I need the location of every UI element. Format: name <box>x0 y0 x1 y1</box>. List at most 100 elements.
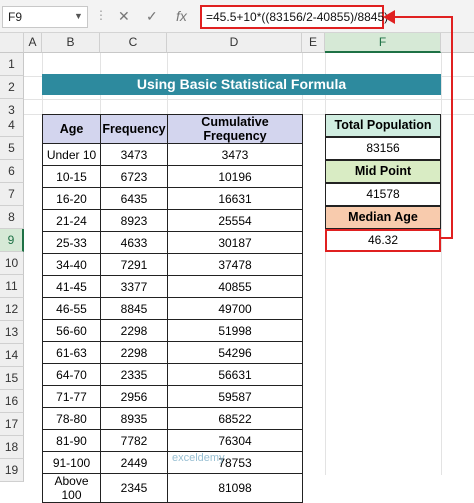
age-cell[interactable]: Above 100 <box>42 473 101 503</box>
chevron-down-icon[interactable]: ▼ <box>74 11 83 21</box>
cumulative-cell[interactable]: 37478 <box>167 253 303 276</box>
cumulative-cell[interactable]: 40855 <box>167 275 303 298</box>
column-header-d[interactable]: D <box>167 33 302 53</box>
table-row: 56-60 2298 51998 <box>42 319 303 342</box>
age-cell[interactable]: 78-80 <box>42 407 101 430</box>
cumulative-cell[interactable]: 76304 <box>167 429 303 452</box>
cumulative-cell[interactable]: 56631 <box>167 363 303 386</box>
total-population-value[interactable]: 83156 <box>325 137 441 160</box>
frequency-cell[interactable]: 2345 <box>100 473 168 503</box>
row-header-13[interactable]: 13 <box>0 321 24 344</box>
cumulative-cell[interactable]: 10196 <box>167 165 303 188</box>
table-row: 46-55 8845 49700 <box>42 297 303 320</box>
median-age-value[interactable]: 46.32 <box>325 229 441 252</box>
mid-point-value[interactable]: 41578 <box>325 183 441 206</box>
frequency-cell[interactable]: 8845 <box>100 297 168 320</box>
header-frequency[interactable]: Frequency <box>100 114 168 144</box>
frequency-cell[interactable]: 7291 <box>100 253 168 276</box>
frequency-cell[interactable]: 2298 <box>100 341 168 364</box>
row-header-8[interactable]: 8 <box>0 206 24 229</box>
age-cell[interactable]: 25-33 <box>42 231 101 254</box>
cumulative-cell[interactable]: 59587 <box>167 385 303 408</box>
age-cell[interactable]: 71-77 <box>42 385 101 408</box>
table-row: 64-70 2335 56631 <box>42 363 303 386</box>
cumulative-cell[interactable]: 68522 <box>167 407 303 430</box>
enter-icon[interactable]: ✓ <box>146 8 158 24</box>
median-age-label[interactable]: Median Age <box>325 206 441 229</box>
frequency-cell[interactable]: 6723 <box>100 165 168 188</box>
mid-point-label[interactable]: Mid Point <box>325 160 441 183</box>
row-header-19[interactable]: 19 <box>0 459 24 482</box>
frequency-cell[interactable]: 4633 <box>100 231 168 254</box>
age-cell[interactable]: Under 10 <box>42 143 101 166</box>
age-cell[interactable]: 56-60 <box>42 319 101 342</box>
cumulative-cell[interactable]: 30187 <box>167 231 303 254</box>
cumulative-cell[interactable]: 25554 <box>167 209 303 232</box>
column-header-a[interactable]: A <box>24 33 42 53</box>
row-header-17[interactable]: 17 <box>0 413 24 436</box>
age-cell[interactable]: 61-63 <box>42 341 101 364</box>
sheet-title[interactable]: Using Basic Statistical Formula <box>42 74 441 95</box>
row-header-14[interactable]: 14 <box>0 344 24 367</box>
age-cell[interactable]: 34-40 <box>42 253 101 276</box>
cumulative-cell[interactable]: 51998 <box>167 319 303 342</box>
row-header-5[interactable]: 5 <box>0 137 24 160</box>
frequency-cell[interactable]: 2956 <box>100 385 168 408</box>
column-header-c[interactable]: C <box>100 33 167 53</box>
frequency-cell[interactable]: 8923 <box>100 209 168 232</box>
age-cell[interactable]: 10-15 <box>42 165 101 188</box>
arrow-head-icon <box>383 10 395 24</box>
frequency-cell[interactable]: 7782 <box>100 429 168 452</box>
frequency-cell[interactable]: 2449 <box>100 451 168 474</box>
row-header-6[interactable]: 6 <box>0 160 24 183</box>
age-cell[interactable]: 91-100 <box>42 451 101 474</box>
header-age[interactable]: Age <box>42 114 101 144</box>
row-header-10[interactable]: 10 <box>0 252 24 275</box>
frequency-cell[interactable]: 2298 <box>100 319 168 342</box>
cumulative-cell[interactable]: 81098 <box>167 473 303 503</box>
column-header-blank <box>441 33 474 53</box>
age-cell[interactable]: 41-45 <box>42 275 101 298</box>
cumulative-cell[interactable]: 16631 <box>167 187 303 210</box>
age-cell[interactable]: 16-20 <box>42 187 101 210</box>
table-row: 71-77 2956 59587 <box>42 385 303 408</box>
column-header-e[interactable]: E <box>302 33 325 53</box>
row-header-4[interactable]: 4 <box>0 114 24 137</box>
header-cumulative-frequency[interactable]: Cumulative Frequency <box>167 114 303 144</box>
arrow-connector-bottom <box>441 237 453 239</box>
table-row: 91-100 2449 78753 <box>42 451 303 474</box>
row-header-11[interactable]: 11 <box>0 275 24 298</box>
arrow-connector-top <box>390 16 453 18</box>
row-header-12[interactable]: 12 <box>0 298 24 321</box>
formula-input[interactable]: =45.5+10*((83156/2-40855)/8845) <box>200 5 388 29</box>
age-cell[interactable]: 21-24 <box>42 209 101 232</box>
age-frequency-table: Age Frequency Cumulative Frequency Under… <box>42 114 303 503</box>
cumulative-cell[interactable]: 54296 <box>167 341 303 364</box>
cancel-icon[interactable]: ✕ <box>118 8 130 24</box>
row-header-7[interactable]: 7 <box>0 183 24 206</box>
select-all-corner[interactable] <box>0 33 24 53</box>
table-row: 25-33 4633 30187 <box>42 231 303 254</box>
cumulative-cell[interactable]: 49700 <box>167 297 303 320</box>
row-header-2[interactable]: 2 <box>0 76 24 99</box>
column-header-f[interactable]: F <box>325 33 441 53</box>
total-population-label[interactable]: Total Population <box>325 114 441 137</box>
frequency-cell[interactable]: 6435 <box>100 187 168 210</box>
cumulative-cell[interactable]: 3473 <box>167 143 303 166</box>
frequency-cell[interactable]: 8935 <box>100 407 168 430</box>
frequency-cell[interactable]: 3473 <box>100 143 168 166</box>
age-cell[interactable]: 46-55 <box>42 297 101 320</box>
row-header-9[interactable]: 9 <box>0 229 24 252</box>
row-header-15[interactable]: 15 <box>0 367 24 390</box>
column-header-b[interactable]: B <box>42 33 100 53</box>
age-cell[interactable]: 81-90 <box>42 429 101 452</box>
row-header-18[interactable]: 18 <box>0 436 24 459</box>
fx-icon[interactable]: fx <box>176 8 187 24</box>
frequency-cell[interactable]: 3377 <box>100 275 168 298</box>
frequency-cell[interactable]: 2335 <box>100 363 168 386</box>
age-cell[interactable]: 64-70 <box>42 363 101 386</box>
name-box[interactable]: F9 <box>2 6 88 28</box>
row-header-1[interactable]: 1 <box>0 53 24 76</box>
row-header-16[interactable]: 16 <box>0 390 24 413</box>
cumulative-cell[interactable]: 78753 <box>167 451 303 474</box>
